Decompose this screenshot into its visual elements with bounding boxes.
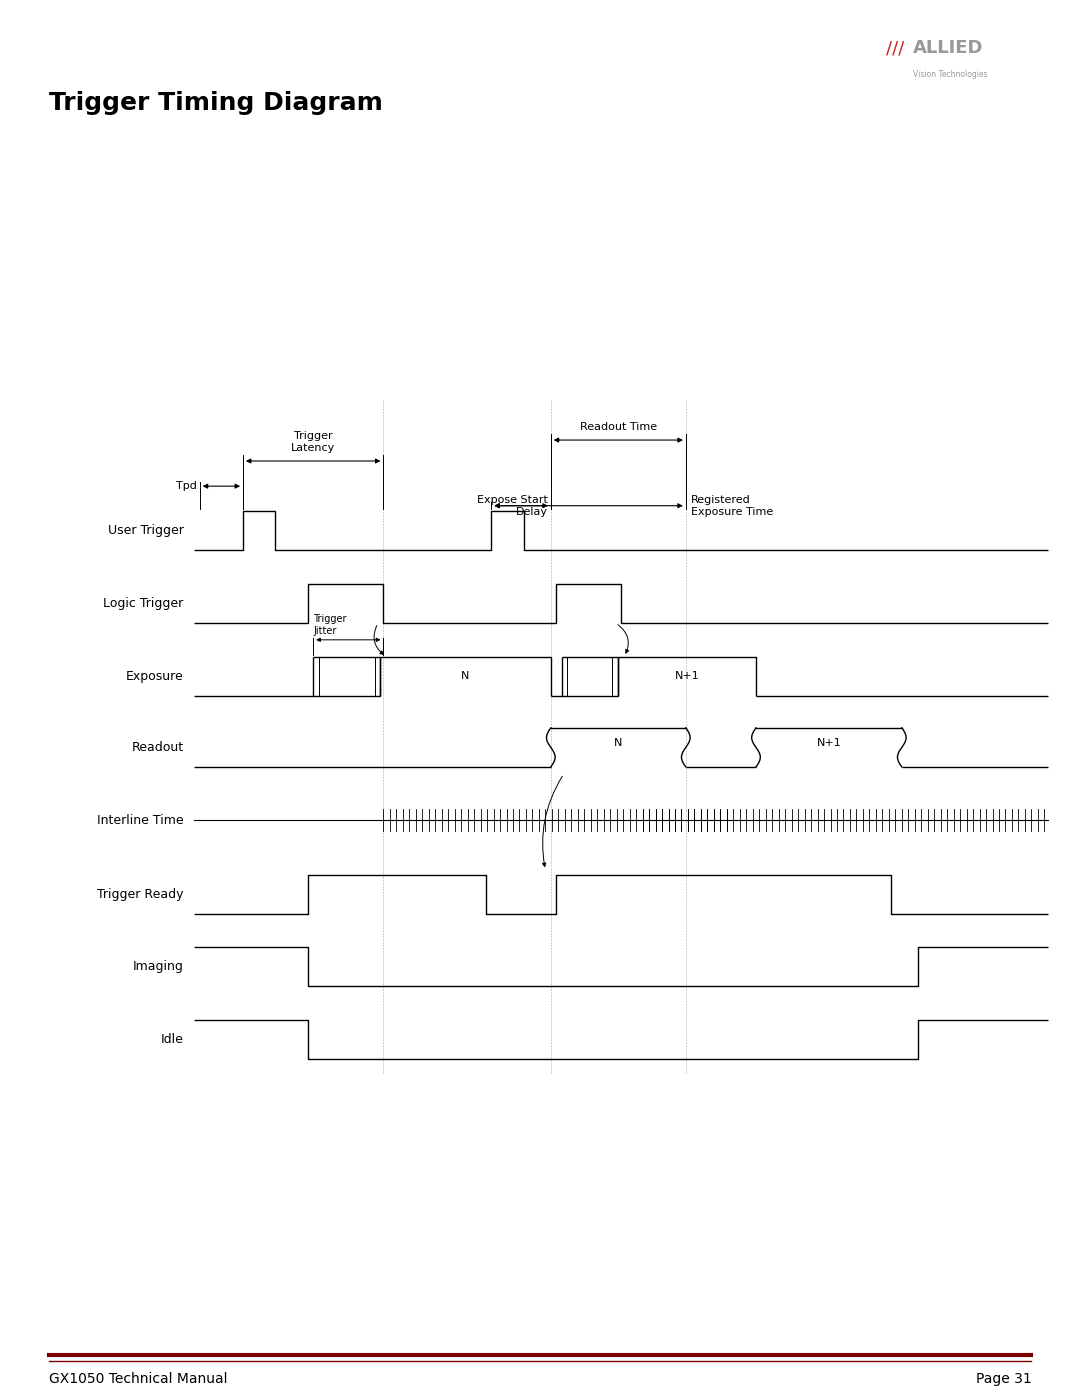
Text: Imaging: Imaging — [133, 960, 184, 974]
Text: Tpd: Tpd — [176, 481, 197, 492]
Text: ALLIED: ALLIED — [913, 39, 983, 57]
Text: N+1: N+1 — [675, 671, 699, 682]
Text: Readout Time: Readout Time — [580, 422, 657, 432]
Text: User Trigger: User Trigger — [108, 524, 184, 538]
Text: Trigger
Jitter: Trigger Jitter — [313, 615, 347, 636]
Text: Trigger Ready: Trigger Ready — [97, 887, 184, 901]
Text: Readout: Readout — [132, 740, 184, 754]
Text: Interline Time: Interline Time — [97, 813, 184, 827]
Text: Exposure: Exposure — [126, 669, 184, 683]
Text: GX1050 Technical Manual: GX1050 Technical Manual — [49, 1372, 227, 1386]
Text: N: N — [615, 738, 622, 749]
Text: Registered
Exposure Time: Registered Exposure Time — [691, 495, 773, 517]
Text: Logic Trigger: Logic Trigger — [104, 597, 184, 610]
Text: Expose Start
Delay: Expose Start Delay — [476, 495, 548, 517]
Text: Vision Technologies: Vision Technologies — [913, 70, 987, 78]
Text: Page 31: Page 31 — [975, 1372, 1031, 1386]
Text: ///: /// — [886, 39, 904, 57]
Text: N+1: N+1 — [816, 738, 841, 749]
Text: N: N — [461, 671, 470, 682]
Text: Trigger
Latency: Trigger Latency — [292, 432, 335, 453]
Text: Trigger Timing Diagram: Trigger Timing Diagram — [49, 91, 382, 115]
Text: Idle: Idle — [161, 1032, 184, 1046]
